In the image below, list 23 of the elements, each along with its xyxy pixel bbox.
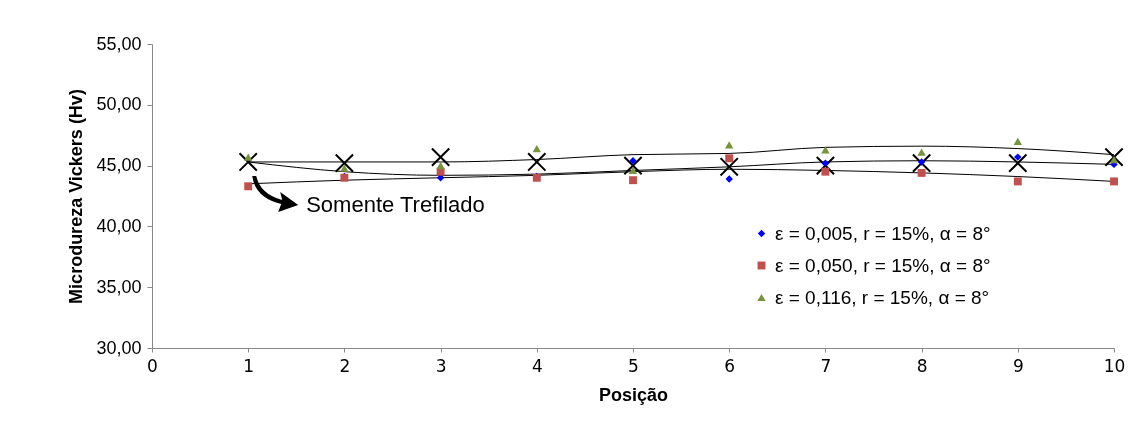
y-tick-label: 50,00	[96, 94, 142, 115]
legend-label: ε = 0,050, r = 15%, α = 8°	[775, 254, 991, 276]
x-tick-label: 2	[339, 355, 351, 376]
x-tick-label: 3	[435, 355, 447, 376]
x-tick-label: 4	[531, 355, 543, 376]
annotation: Somente Trefilado	[306, 191, 485, 217]
x-tick-label: 0	[147, 355, 158, 376]
legend-label: ε = 0,116, r = 15%, α = 8°	[775, 286, 990, 308]
x-tick-label: 6	[724, 355, 736, 376]
y-tick-label: 40,00	[96, 215, 142, 236]
y-tick-label: 55,00	[96, 33, 142, 54]
y-tick-label: 45,00	[96, 155, 142, 176]
x-tick-label: 10	[1103, 355, 1126, 376]
x-tick-label: 8	[916, 355, 928, 376]
y-tick-label: 30,00	[96, 337, 142, 358]
x-tick-label: 9	[1012, 355, 1024, 376]
y-axis-title: Microdureza Vickers (Hv)	[66, 89, 87, 304]
x-tick-label: 1	[243, 355, 255, 376]
x-tick-label: 5	[628, 355, 639, 376]
x-axis-title: Posição	[598, 384, 669, 405]
x-tick-label: 7	[820, 355, 832, 376]
y-tick-label: 35,00	[96, 276, 142, 297]
legend-label: ε = 0,005, r = 15%, α = 8°	[775, 222, 991, 244]
